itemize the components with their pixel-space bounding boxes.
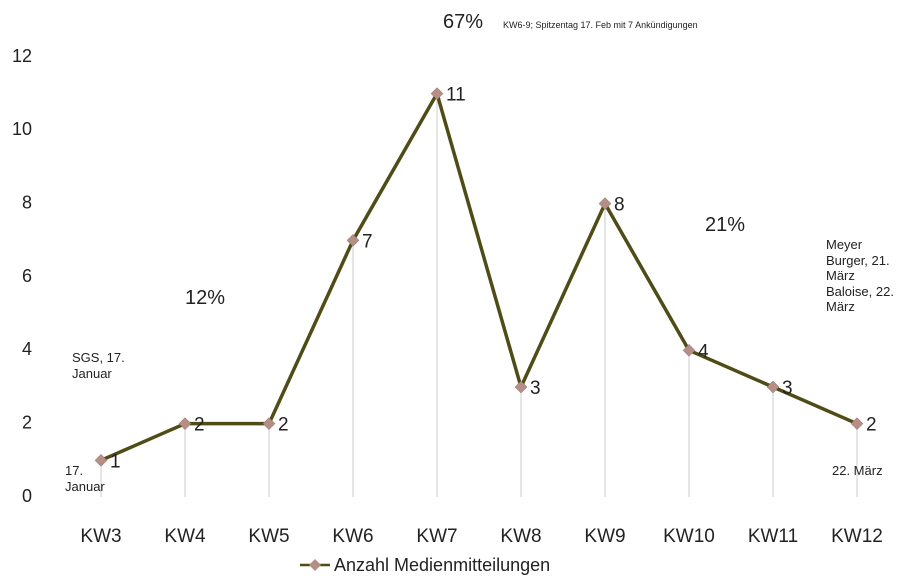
y-tick-label: 12 [12,46,32,66]
data-label: 11 [446,85,466,106]
marker [430,87,444,101]
annotation: KW6-9; Spitzentag 17. Feb mit 7 Ankündig… [503,20,698,30]
marker [850,417,864,431]
series-line [100,91,858,462]
y-tick-label: 0 [22,486,32,506]
x-tick-label: KW9 [584,526,625,547]
marker [178,417,192,431]
x-tick-label: KW7 [416,526,457,547]
x-tick-label: KW11 [748,526,798,547]
legend-marker [309,559,321,571]
marker [262,417,276,431]
data-label: 2 [278,415,289,436]
x-tick-label: KW4 [164,526,206,547]
y-tick-label: 6 [22,266,32,286]
data-label: 3 [782,378,793,399]
x-tick-label: KW3 [80,526,121,547]
marker [598,197,612,211]
marker [766,380,780,394]
annotation: 21% [705,214,746,236]
y-tick-label: 2 [22,412,32,432]
y-tick-label: 10 [12,119,32,139]
x-tick-label: KW12 [831,526,883,547]
marker [94,453,108,467]
data-label: 4 [698,341,709,362]
marker [346,233,360,247]
data-label: 1 [110,451,121,472]
data-label: 8 [614,195,625,216]
y-tick-label: 8 [22,192,32,212]
x-tick-label: KW5 [248,526,289,547]
marker [514,380,528,394]
legend-label: Anzahl Medienmitteilungen [334,555,550,575]
annotation: 22. März [832,463,883,478]
data-label: 3 [530,378,541,399]
annotation: Meyer Burger, 21. März Baloise, 22. März [826,237,894,315]
data-label: 7 [362,231,373,252]
annotation: 12% [185,287,226,309]
data-label: 2 [194,415,205,436]
x-tick-label: KW8 [500,526,541,547]
x-tick-label: KW10 [663,526,715,547]
annotation: 17. Januar [65,463,105,494]
marker [682,343,696,357]
y-tick-label: 4 [22,339,32,359]
annotation: 67% [443,11,484,33]
data-label: 2 [866,415,877,436]
annotation: SGS, 17. Januar [72,350,125,381]
x-tick-label: KW6 [332,526,373,547]
